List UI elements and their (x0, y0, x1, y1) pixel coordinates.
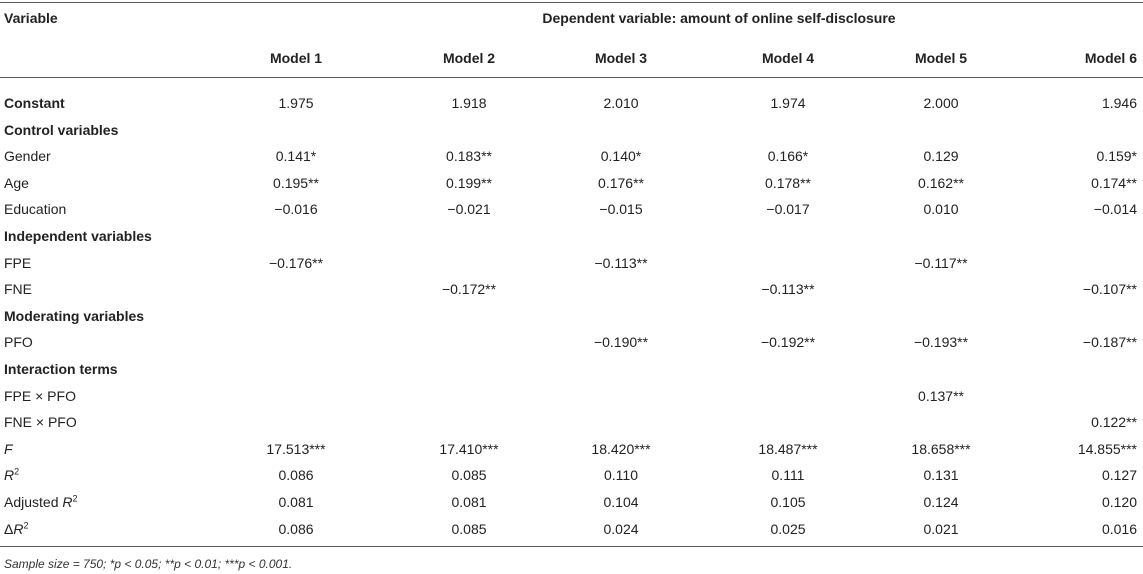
row-label: PFO (4, 334, 33, 350)
row-label: FNE (4, 281, 32, 297)
table-bottom-rule (0, 546, 1143, 547)
table-cell: −0.176** (268, 255, 324, 271)
model-4-header: Model 4 (761, 50, 815, 66)
table-cell: 0.016 (1101, 521, 1137, 537)
table-cell: −0.016 (274, 201, 318, 217)
model-3-header: Model 3 (594, 50, 648, 66)
table-cell: 0.183** (446, 148, 492, 164)
table-cell: −0.107** (1082, 281, 1137, 297)
table-cell: 0.124 (923, 494, 959, 510)
header-rule (0, 77, 1143, 78)
row-label: Adjusted R2 (4, 493, 78, 510)
table-cell: 0.129 (923, 148, 959, 164)
table-cell: 0.024 (603, 521, 639, 537)
table-cell: 0.086 (278, 467, 314, 483)
table-cell: 18.487*** (758, 441, 818, 457)
table-cell: 0.137** (918, 388, 964, 404)
table-cell: 14.855*** (1077, 441, 1137, 457)
table-cell: −0.113** (761, 281, 815, 297)
table-cell: −0.017 (766, 201, 810, 217)
row-label: FPE × PFO (4, 388, 76, 404)
row-label: Education (4, 201, 67, 217)
table-cell: 17.513*** (266, 441, 326, 457)
row-label: Control variables (4, 122, 119, 138)
row-label: R2 (4, 466, 20, 483)
model-6-header: Model 6 (1084, 50, 1137, 66)
table-cell: 18.658*** (911, 441, 971, 457)
table-cell: 0.085 (451, 467, 487, 483)
table-cell: 0.111 (771, 467, 805, 483)
table-cell: 0.081 (451, 494, 487, 510)
table-cell: 0.105 (770, 494, 806, 510)
table-cell: 0.141* (275, 148, 317, 164)
model-5-header: Model 5 (914, 50, 968, 66)
table-cell: 0.086 (278, 521, 314, 537)
row-label: FPE (4, 255, 32, 271)
table-cell: 0.120 (1101, 494, 1137, 510)
table-cell: −0.172** (441, 281, 497, 297)
table-cell: 18.420*** (591, 441, 651, 457)
row-label: Interaction terms (4, 361, 118, 377)
table-cell: −0.021 (447, 201, 491, 217)
row-label: Moderating variables (4, 308, 145, 324)
variable-header: Variable (4, 10, 58, 26)
row-label: ΔR2 (4, 520, 29, 537)
table-cell: 0.162** (918, 175, 964, 191)
model-1-header: Model 1 (269, 50, 323, 66)
table-cell: 0.131 (923, 467, 959, 483)
row-label: FNE × PFO (4, 414, 77, 430)
table-cell: 0.110 (604, 467, 638, 483)
table-cell: 0.122** (1091, 414, 1137, 430)
table-cell: 0.199** (446, 175, 492, 191)
row-label: Constant (4, 95, 65, 111)
table-cell: 0.127 (1101, 467, 1137, 483)
table-cell: −0.190** (593, 334, 649, 350)
row-label: Gender (4, 148, 51, 164)
table-cell: 0.010 (923, 201, 959, 217)
table-cell: 2.010 (603, 95, 639, 111)
row-label: F (4, 441, 13, 457)
table-cell: 2.000 (923, 95, 959, 111)
table-cell: −0.117** (914, 255, 968, 271)
table-cell: 0.025 (770, 521, 806, 537)
table-cell: −0.015 (599, 201, 643, 217)
table-cell: −0.014 (1093, 201, 1137, 217)
table-cell: 0.021 (923, 521, 959, 537)
table-cell: 0.178** (765, 175, 811, 191)
table-cell: 1.974 (770, 95, 806, 111)
dependent-variable-header: Dependent variable: amount of online sel… (542, 10, 896, 26)
table-cell: −0.187** (1082, 334, 1137, 350)
row-label: Independent variables (4, 228, 152, 244)
table-cell: 0.174** (1091, 175, 1137, 191)
row-label: Age (4, 175, 29, 191)
model-2-header: Model 2 (442, 50, 496, 66)
table-cell: 1.946 (1101, 95, 1137, 111)
table-cell: 1.975 (278, 95, 314, 111)
table-cell: 0.166* (767, 148, 809, 164)
table-top-rule (0, 2, 1143, 3)
table-cell: −0.113** (594, 255, 648, 271)
table-cell: 1.918 (451, 95, 487, 111)
table-cell: 0.104 (603, 494, 639, 510)
table-cell: 0.085 (451, 521, 487, 537)
table-cell: −0.192** (760, 334, 816, 350)
table-cell: 17.410*** (439, 441, 499, 457)
table-cell: 0.140* (600, 148, 642, 164)
table-cell: 0.159* (1096, 148, 1137, 164)
table-footnote: Sample size = 750; *p < 0.05; **p < 0.01… (4, 557, 293, 571)
table-cell: −0.193** (913, 334, 969, 350)
table-cell: 0.176** (598, 175, 644, 191)
table-cell: 0.195** (273, 175, 319, 191)
table-cell: 0.081 (278, 494, 314, 510)
